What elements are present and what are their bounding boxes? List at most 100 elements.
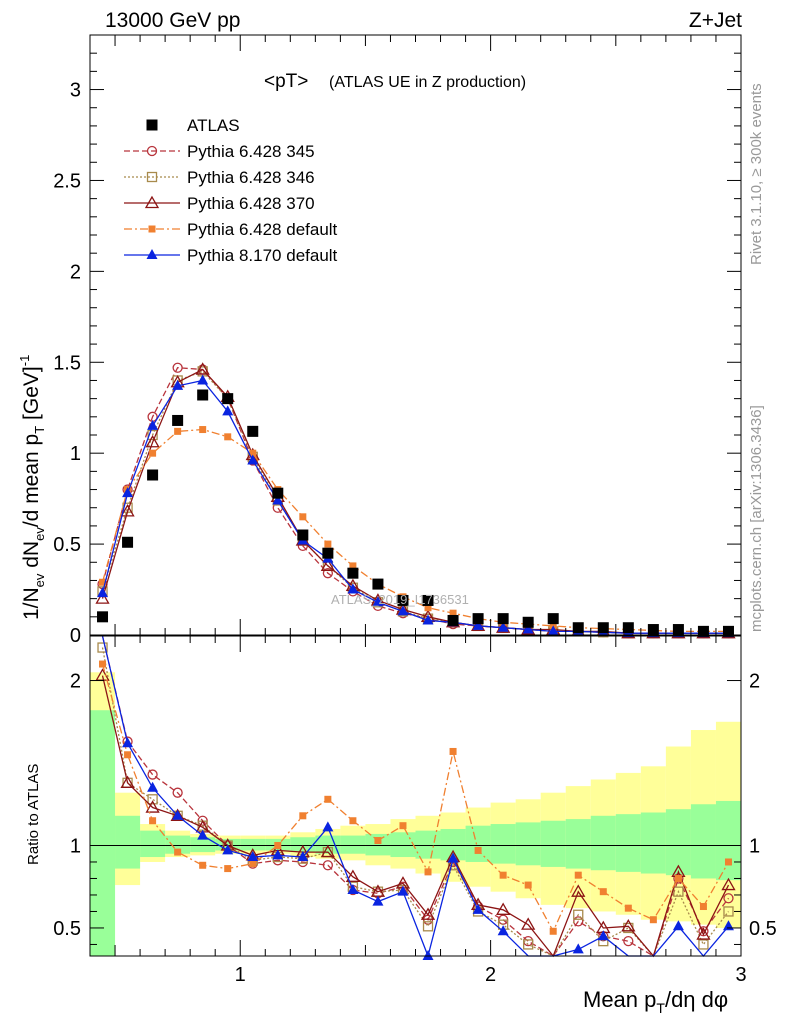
legend-label-p370: Pythia 6.428 370 [187, 194, 315, 213]
ratio-ytick-label-right: 0.5 [749, 918, 777, 940]
ratio-point-p6def [149, 817, 157, 825]
plot-subtitle: (ATLAS UE in Z production) [329, 74, 526, 91]
main-point-p8def [497, 621, 509, 632]
ratio-point-p370 [496, 902, 511, 915]
atlas-point [222, 393, 234, 405]
ratio-point-p8def [597, 930, 609, 941]
main-point-p8def [347, 583, 359, 594]
ratio-point-p6def [374, 837, 382, 845]
legend-label-p8def: Pythia 8.170 default [187, 246, 338, 265]
ratio-point-p6def [574, 871, 582, 879]
ratio-point-p6def [224, 865, 232, 873]
atlas-point [372, 578, 384, 590]
side-text-mcplots: mcplots.cern.ch [arXiv:1306.3436] [748, 405, 765, 632]
main-point-p370 [120, 504, 135, 517]
ratio-band-inner [115, 815, 141, 869]
main-point-p8def [97, 587, 109, 598]
ratio-point-p6def [174, 848, 182, 856]
ratio-point-p370 [571, 884, 586, 897]
ratio-point-p370 [120, 775, 135, 788]
ratio-point-p6def [674, 874, 682, 882]
legend-label-p346: Pythia 6.428 346 [187, 168, 315, 187]
ratio-point-p370 [420, 907, 436, 920]
ratio-point-p8def [472, 903, 484, 914]
atlas-point [422, 594, 434, 606]
ratio-point-p370 [345, 869, 361, 882]
main-point-p8def [197, 374, 209, 385]
ratio-point-p8def [222, 844, 234, 855]
ratio-point-p6def [499, 871, 507, 879]
main-point-p370 [95, 591, 110, 604]
ratio-point-p346 [523, 939, 534, 950]
atlas-point [697, 625, 709, 637]
ratio-point-p8def [122, 737, 134, 748]
main-point-p6def [224, 433, 232, 441]
atlas-point [247, 425, 259, 437]
ratio-band-inner [140, 830, 166, 858]
ratio-point-p345 [623, 936, 634, 947]
ratio-point-p8def [572, 943, 584, 954]
atlas-point [522, 616, 534, 628]
ratio-point-p346 [97, 642, 108, 653]
ratio-ylabel: Ratio to ATLAS [25, 764, 42, 865]
atlas-point [647, 624, 659, 636]
ratio-point-p346 [573, 909, 584, 920]
main-point-p6def [174, 427, 182, 435]
ratio-band-inner [415, 830, 441, 859]
ratio-band-inner [240, 838, 266, 851]
main-point-p8def [547, 625, 559, 636]
main-point-p6def [299, 513, 307, 521]
main-point-p6def [424, 604, 432, 612]
atlas-point [122, 536, 134, 548]
legend-marker-p370 [144, 195, 160, 209]
atlas-point [172, 414, 184, 426]
ratio-point-p6def [299, 812, 307, 820]
main-point-p8def [172, 379, 184, 390]
ratio-point-p8def [372, 895, 384, 906]
main-point-p6def [349, 562, 357, 570]
ratio-point-p370 [621, 918, 636, 932]
ratio-xtick-label: 3 [735, 964, 746, 986]
ratio-point-p6def [524, 881, 532, 889]
atlas-point [447, 614, 459, 626]
ratio-band-inner [315, 835, 341, 854]
ratio-point-p6def [124, 751, 132, 759]
ratio-point-p370 [696, 927, 711, 940]
main-ylabel-text: 1/Nev dNev/d mean pT [GeV]-1 [17, 355, 47, 620]
main-point-p370 [195, 362, 210, 375]
ratio-band-inner [515, 822, 541, 866]
ratio-point-p8def [447, 852, 459, 863]
main-point-p8def [422, 614, 434, 625]
ratio-point-p6def [199, 861, 207, 869]
ratio-band-inner [190, 837, 216, 853]
legend-label-p345: Pythia 6.428 345 [187, 142, 315, 161]
ratio-band-inner [565, 819, 591, 869]
legend-marker-p8def [146, 249, 158, 259]
atlas-point [597, 622, 609, 634]
atlas-point [622, 622, 634, 634]
atlas-point [97, 611, 109, 623]
atlas-point [297, 529, 309, 541]
ratio-point-p345 [172, 787, 183, 798]
ratio-point-p8def [422, 950, 434, 960]
ratio-point-p346 [422, 921, 434, 932]
ratio-point-p346 [723, 906, 734, 917]
ratio-point-p6def [249, 860, 257, 868]
atlas-point [722, 625, 734, 637]
ratio-point-p370 [170, 808, 185, 821]
legend: ATLAS Pythia 6.428 345 Pythia 6.428 346 Pyt… [124, 116, 338, 265]
ratio-band-inner [665, 809, 691, 876]
ratio-band-inner [490, 824, 516, 864]
legend-marker-atlas [146, 119, 158, 131]
ratio-ytick-label: 2 [70, 671, 81, 693]
ratio-point-p346 [147, 794, 158, 805]
main-ytick-label: 2 [70, 261, 81, 283]
ratio-point-p6def [724, 858, 732, 866]
main-point-p6def [149, 449, 157, 457]
ratio-band-inner [715, 800, 741, 881]
main-point-p6def [449, 609, 457, 617]
atlas-point [397, 594, 409, 606]
side-text-rivet: Rivet 3.1.10, ≥ 300k events [748, 83, 765, 265]
atlas-point [572, 622, 584, 634]
